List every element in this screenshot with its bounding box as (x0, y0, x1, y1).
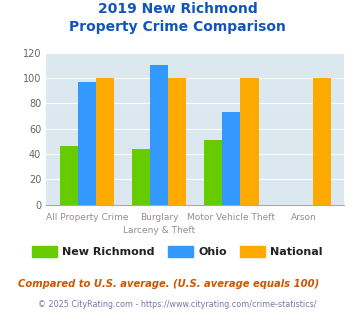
Text: Compared to U.S. average. (U.S. average equals 100): Compared to U.S. average. (U.S. average … (18, 279, 319, 289)
Text: Property Crime Comparison: Property Crime Comparison (69, 20, 286, 34)
Text: Larceny & Theft: Larceny & Theft (123, 226, 195, 235)
Bar (132, 149, 150, 205)
Bar (150, 65, 168, 205)
Bar (96, 78, 114, 205)
Text: Motor Vehicle Theft: Motor Vehicle Theft (187, 213, 275, 222)
Text: Arson: Arson (291, 213, 317, 222)
Bar (78, 82, 96, 205)
Bar (313, 78, 331, 205)
Bar (240, 78, 258, 205)
Bar (60, 147, 78, 205)
Bar (168, 78, 186, 205)
Bar (204, 140, 222, 205)
Text: All Property Crime: All Property Crime (45, 213, 128, 222)
Legend: New Richmond, Ohio, National: New Richmond, Ohio, National (28, 242, 327, 261)
Text: © 2025 CityRating.com - https://www.cityrating.com/crime-statistics/: © 2025 CityRating.com - https://www.city… (38, 300, 317, 309)
Bar (222, 112, 240, 205)
Text: 2019 New Richmond: 2019 New Richmond (98, 2, 257, 16)
Text: Burglary: Burglary (140, 213, 178, 222)
